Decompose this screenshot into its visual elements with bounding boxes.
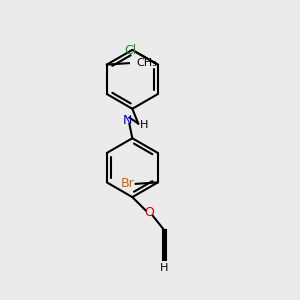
Text: Cl: Cl bbox=[124, 44, 137, 57]
Text: H: H bbox=[140, 120, 148, 130]
Text: N: N bbox=[123, 114, 133, 127]
Text: H: H bbox=[160, 263, 169, 273]
Text: CH₃: CH₃ bbox=[136, 58, 157, 68]
Text: Br: Br bbox=[121, 177, 134, 190]
Text: O: O bbox=[144, 206, 154, 219]
